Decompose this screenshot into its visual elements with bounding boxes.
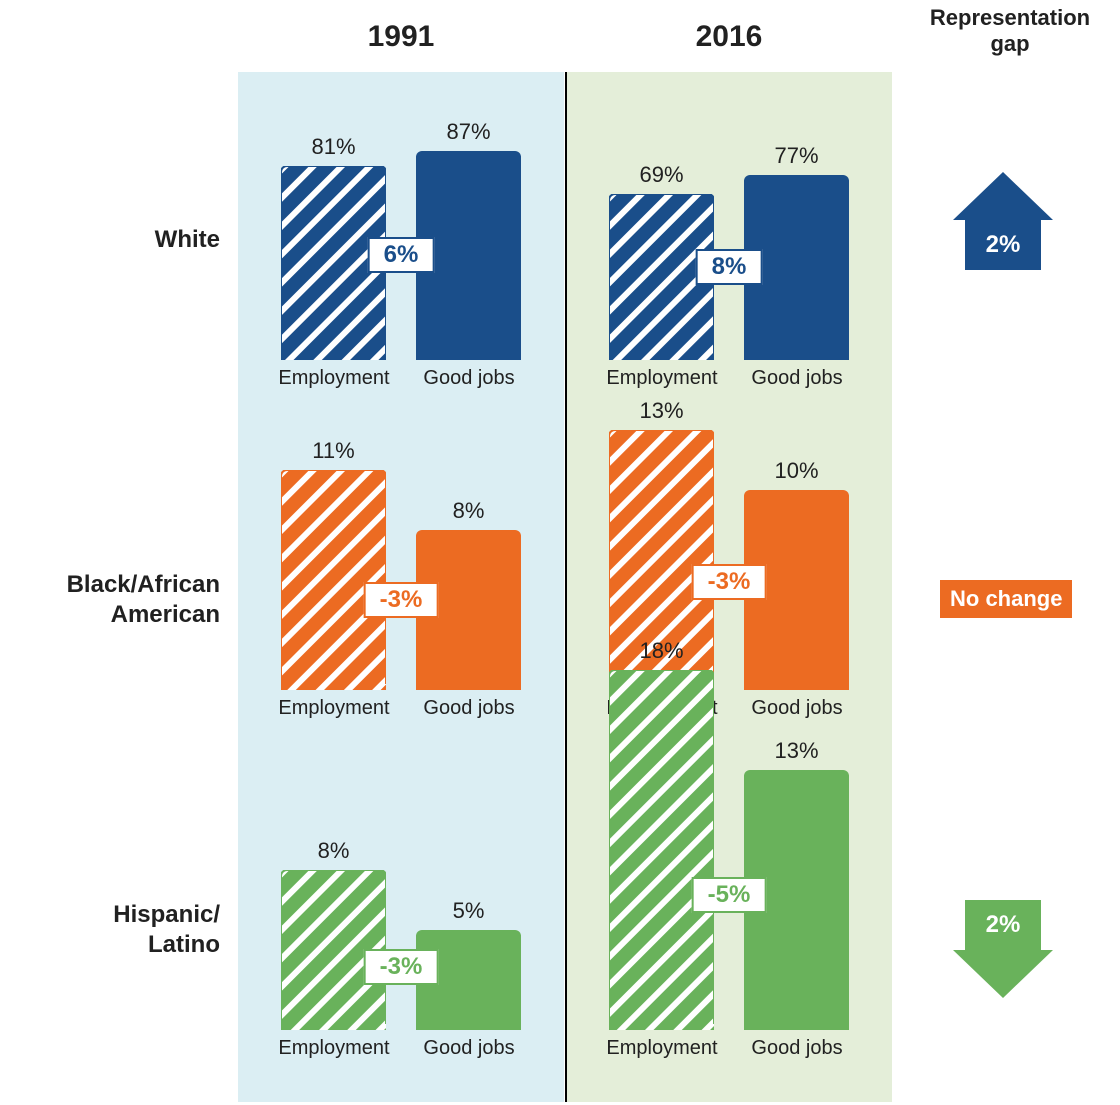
- row-label-white: White: [0, 225, 220, 255]
- chart-cell-hispanic-2016: 18%13%EmploymentGood jobs-5%: [594, 760, 864, 1070]
- bar-employment-hispanic-2016: [609, 670, 714, 1030]
- value-employment-black-2016: 13%: [609, 398, 714, 424]
- value-goodjobs-white-1991: 87%: [416, 119, 521, 145]
- axis-label-goodjobs: Good jobs: [732, 697, 862, 720]
- chart-cell-hispanic-1991: 8% 5% EmploymentGood jobs -3%: [266, 760, 536, 1070]
- gap-badge-black-2016: -3%: [692, 564, 767, 600]
- chart-cell-white-1991: 81% 87% EmploymentGood jobs 6%: [266, 90, 536, 400]
- axis-label-goodjobs: Good jobs: [404, 1037, 534, 1060]
- chart-cell-white-2016: 69% 77% EmploymentGood jobs 8%: [594, 90, 864, 400]
- value-goodjobs-black-2016: 10%: [744, 458, 849, 484]
- rep-gap-arrow-head-hispanic: [953, 950, 1053, 998]
- axis-label-employment: Employment: [597, 1037, 727, 1060]
- gap-badge-white-2016: 8%: [696, 249, 763, 285]
- value-goodjobs-white-2016: 77%: [744, 143, 849, 169]
- gap-badge-hispanic-1991: -3%: [364, 949, 439, 985]
- row-label-hispanic: Hispanic/Latino: [0, 900, 220, 960]
- value-employment-white-1991: 81%: [281, 134, 386, 160]
- axis-label-employment: Employment: [269, 1037, 399, 1060]
- value-employment-hispanic-1991: 8%: [281, 838, 386, 864]
- rep-gap-nochange-black: No change: [940, 580, 1072, 618]
- value-goodjobs-black-1991: 8%: [416, 498, 521, 524]
- value-employment-black-1991: 11%: [281, 438, 386, 464]
- row-label-black: Black/AfricanAmerican: [0, 570, 220, 630]
- rep-gap-arrow-head-white: [953, 172, 1053, 220]
- bar-employment-black-1991: [281, 470, 386, 690]
- gap-badge-white-1991: 6%: [368, 237, 435, 273]
- rep-gap-arrow-shaft-white: 2%: [965, 220, 1041, 270]
- rep-gap-arrow-shaft-hispanic: 2%: [965, 900, 1041, 950]
- gap-badge-black-1991: -3%: [364, 582, 439, 618]
- value-employment-hispanic-2016: 18%: [609, 638, 714, 664]
- gap-badge-hispanic-2016: -5%: [692, 877, 767, 913]
- axis-label-employment: Employment: [269, 367, 399, 390]
- value-goodjobs-hispanic-2016: 13%: [744, 738, 849, 764]
- chart-cell-black-1991: 11% 8% EmploymentGood jobs -3%: [266, 420, 536, 730]
- axis-label-goodjobs: Good jobs: [404, 367, 534, 390]
- header-2016: 2016: [566, 20, 892, 54]
- axis-label-employment: Employment: [269, 697, 399, 720]
- header-1991: 1991: [238, 20, 564, 54]
- axis-label-goodjobs: Good jobs: [732, 1037, 862, 1060]
- value-goodjobs-hispanic-1991: 5%: [416, 898, 521, 924]
- value-employment-white-2016: 69%: [609, 162, 714, 188]
- axis-label-employment: Employment: [597, 367, 727, 390]
- column-divider: [565, 72, 567, 1102]
- axis-label-goodjobs: Good jobs: [404, 697, 534, 720]
- header-representation-gap: Representationgap: [910, 5, 1110, 58]
- chart-root: 19912016 Representationgap White 81% 87% Emp…: [0, 0, 1120, 1105]
- axis-label-goodjobs: Good jobs: [732, 367, 862, 390]
